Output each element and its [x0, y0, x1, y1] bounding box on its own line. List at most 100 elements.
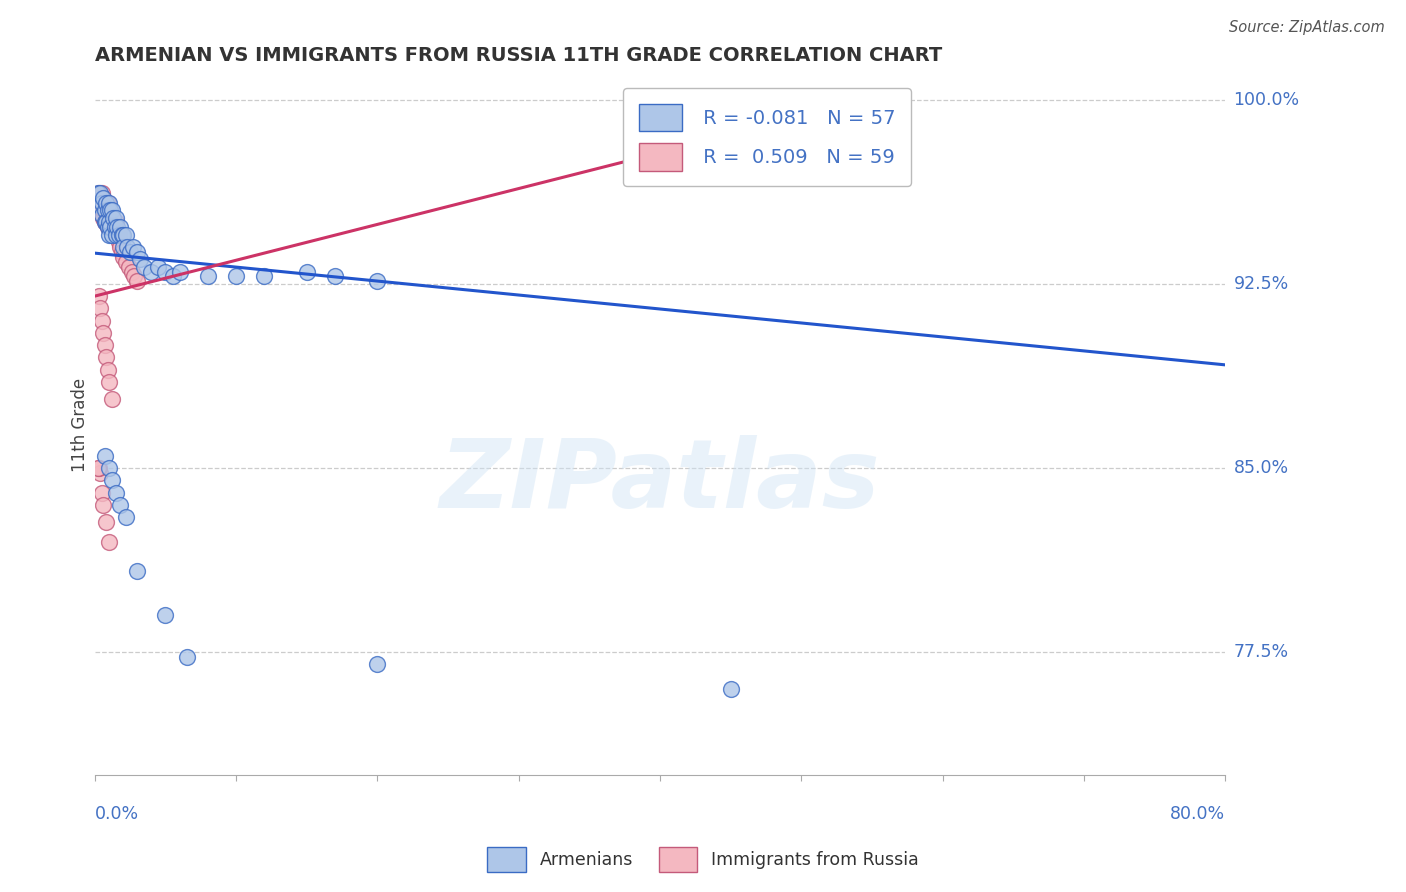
Point	[87, 198, 110, 212]
Point	[94, 215, 117, 229]
Point	[96, 195, 118, 210]
Point	[112, 227, 135, 242]
Point	[91, 498, 114, 512]
Point	[134, 260, 156, 274]
Point	[115, 227, 138, 242]
Point	[89, 203, 111, 218]
Point	[86, 191, 108, 205]
Point	[89, 301, 111, 316]
Text: Source: ZipAtlas.com: Source: ZipAtlas.com	[1229, 20, 1385, 35]
Point	[87, 195, 110, 210]
Point	[122, 240, 145, 254]
Point	[91, 211, 114, 225]
Point	[100, 227, 122, 242]
Point	[104, 211, 127, 225]
Point	[93, 205, 115, 219]
Point	[96, 363, 118, 377]
Point	[197, 269, 219, 284]
Point	[96, 203, 118, 218]
Point	[97, 461, 120, 475]
Point	[127, 244, 149, 259]
Legend: Armenians, Immigrants from Russia: Armenians, Immigrants from Russia	[481, 840, 925, 879]
Point	[127, 564, 149, 578]
Point	[100, 203, 122, 218]
Point	[96, 220, 118, 235]
Point	[115, 510, 138, 524]
Point	[90, 485, 112, 500]
Point	[93, 449, 115, 463]
Point	[97, 534, 120, 549]
Point	[121, 264, 143, 278]
Point	[86, 461, 108, 475]
Point	[87, 461, 110, 475]
Point	[104, 227, 127, 242]
Point	[103, 220, 125, 235]
Point	[86, 195, 108, 210]
Point	[93, 203, 115, 218]
Point	[86, 186, 108, 200]
Point	[112, 240, 135, 254]
Point	[98, 220, 121, 235]
Point	[129, 252, 152, 267]
Point	[97, 203, 120, 218]
Point	[93, 338, 115, 352]
Point	[169, 264, 191, 278]
Point	[110, 220, 132, 235]
Point	[91, 191, 114, 205]
Text: 100.0%: 100.0%	[1233, 91, 1299, 109]
Point	[107, 220, 129, 235]
Point	[89, 466, 111, 480]
Point	[89, 191, 111, 205]
Point	[97, 227, 120, 242]
Point	[90, 203, 112, 218]
Point	[117, 240, 139, 254]
Point	[111, 227, 134, 242]
Point	[366, 274, 388, 288]
Point	[107, 227, 129, 242]
Point	[295, 264, 318, 278]
Text: 85.0%: 85.0%	[1233, 459, 1289, 477]
Point	[96, 220, 118, 235]
Point	[98, 203, 121, 218]
Point	[100, 392, 122, 407]
Point	[94, 195, 117, 210]
Point	[111, 244, 134, 259]
Point	[110, 240, 132, 254]
Point	[148, 260, 170, 274]
Text: ZIPatlas: ZIPatlas	[440, 434, 880, 527]
Text: 0.0%: 0.0%	[94, 805, 139, 823]
Point	[89, 195, 111, 210]
Point	[94, 515, 117, 529]
Point	[91, 201, 114, 215]
Point	[225, 269, 247, 284]
Point	[127, 274, 149, 288]
Point	[118, 260, 141, 274]
Point	[104, 485, 127, 500]
Point	[176, 650, 198, 665]
Point	[97, 215, 120, 229]
Point	[91, 191, 114, 205]
Point	[120, 244, 142, 259]
Point	[94, 215, 117, 229]
Point	[108, 235, 131, 249]
Point	[98, 211, 121, 225]
Point	[91, 326, 114, 340]
Point	[87, 186, 110, 200]
Point	[100, 473, 122, 487]
Point	[90, 208, 112, 222]
Point	[253, 269, 276, 284]
Point	[87, 289, 110, 303]
Point	[110, 498, 132, 512]
Point	[90, 195, 112, 210]
Text: 77.5%: 77.5%	[1233, 643, 1289, 661]
Point	[101, 215, 124, 229]
Point	[162, 269, 184, 284]
Point	[96, 208, 118, 222]
Point	[90, 313, 112, 327]
Point	[97, 375, 120, 389]
Point	[115, 254, 138, 268]
Point	[720, 681, 742, 696]
Point	[93, 215, 115, 229]
Point	[97, 195, 120, 210]
Point	[97, 215, 120, 229]
